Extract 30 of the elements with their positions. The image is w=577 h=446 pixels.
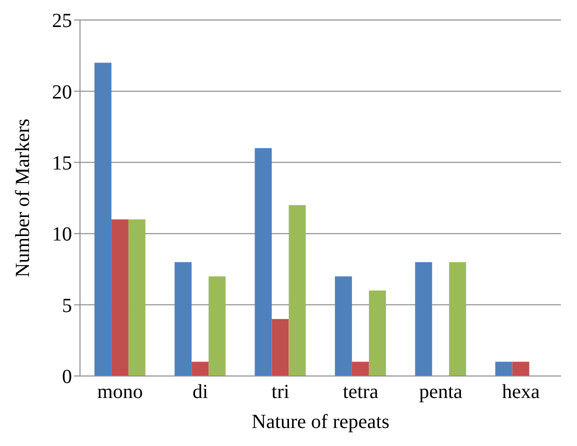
bar (334, 276, 352, 376)
bar (174, 262, 192, 376)
bar (288, 205, 306, 376)
bar (128, 219, 146, 376)
x-tick-label: penta (419, 381, 463, 404)
bar (449, 262, 466, 376)
x-tick-label: mono (97, 381, 143, 404)
bar (208, 276, 226, 376)
bar (415, 262, 432, 376)
y-tick-label: 20 (52, 81, 72, 104)
bar (368, 290, 386, 376)
bar (111, 219, 128, 376)
y-tick-label: 0 (62, 366, 72, 388)
bar (512, 362, 530, 376)
y-tick-label: 25 (52, 10, 72, 32)
bar (94, 62, 112, 376)
x-axis-title: Nature of repeats (252, 411, 390, 433)
x-tick-label: tetra (342, 381, 378, 404)
bar (254, 148, 272, 376)
bar (192, 362, 209, 376)
x-tick-label: tri (272, 381, 290, 404)
x-tick-label: di (192, 381, 208, 404)
y-tick-label: 5 (62, 294, 72, 317)
y-axis-title: Number of Markers (12, 118, 34, 278)
bar (352, 362, 369, 376)
y-tick-label: 10 (52, 224, 72, 246)
x-tick-label: hexa (502, 381, 540, 404)
bar (495, 362, 512, 376)
y-tick-label: 15 (52, 152, 72, 174)
bar (272, 319, 289, 376)
